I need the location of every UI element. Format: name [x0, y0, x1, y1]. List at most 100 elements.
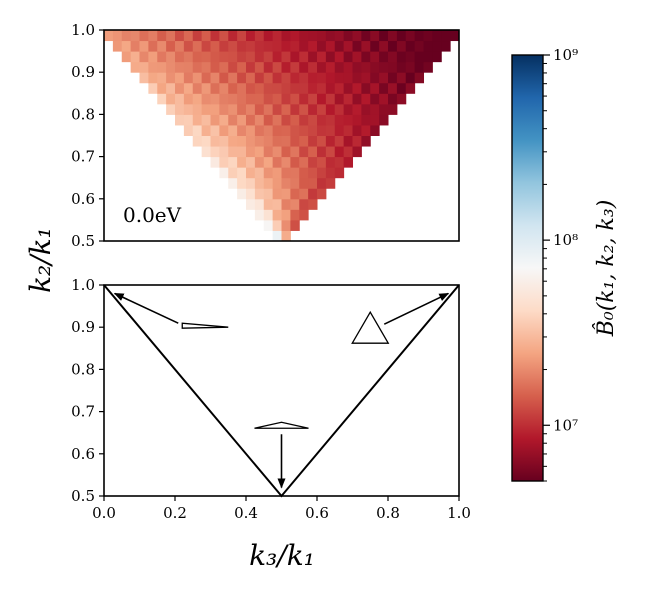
heatmap-cell: [219, 61, 229, 73]
heatmap-cell: [139, 51, 149, 63]
y-tick-label: 0.5: [71, 232, 95, 250]
heatmap-cell: [237, 103, 247, 115]
heatmap-cell: [352, 146, 362, 158]
heatmap-cell: [254, 61, 265, 73]
heatmap-cell: [290, 103, 300, 115]
heatmap-cell: [246, 30, 256, 42]
heatmap-cell: [219, 93, 229, 105]
heatmap-cell: [263, 61, 274, 73]
heatmap-cell: [414, 30, 425, 42]
heatmap-cell: [352, 61, 362, 73]
heatmap-cell: [388, 30, 398, 42]
heatmap-cell: [334, 124, 345, 136]
heatmap-cell: [210, 72, 220, 84]
heatmap-cell: [210, 156, 220, 168]
energy-annotation: 0.0eV: [123, 203, 182, 227]
heatmap-cell: [139, 40, 149, 52]
heatmap-cell: [379, 82, 389, 94]
colorbar: 10⁷ 10⁸ 10⁹ B̂₀(k₁, k₂, k₃): [511, 46, 619, 482]
heatmap-cell: [334, 167, 345, 179]
heatmap-cell: [379, 114, 389, 126]
heatmap-cell: [210, 93, 220, 105]
heatmap-cell: [201, 61, 212, 73]
heatmap-cell: [192, 72, 203, 84]
y-tick-label: 1.0: [71, 21, 95, 39]
heatmap-cell: [228, 51, 238, 63]
heatmap-cell: [334, 135, 345, 147]
heatmap-cell: [343, 135, 354, 147]
heatmap-cell: [325, 167, 336, 179]
heatmap-cell: [308, 30, 318, 42]
heatmap-cell: [166, 30, 176, 42]
heatmap-cell: [237, 61, 247, 73]
heatmap-cell: [246, 114, 256, 126]
heatmap-cell: [396, 93, 407, 105]
heatmap-cell: [361, 61, 371, 73]
y-tick-label: 1.0: [71, 276, 95, 294]
heatmap-cell: [396, 61, 407, 73]
heatmap-cell: [281, 124, 291, 136]
heatmap-cell: [388, 40, 398, 52]
heatmap-cell: [219, 124, 229, 136]
heatmap-cell: [281, 156, 291, 168]
heatmap-cell: [290, 124, 300, 136]
heatmap-cell: [308, 146, 318, 158]
heatmap-cell: [308, 114, 318, 126]
heatmap-cell: [192, 103, 203, 115]
colorbar-label: B̂₀(k₁, k₂, k₃): [593, 200, 619, 338]
squeezed-arrow: [113, 292, 179, 324]
heatmap-cell: [299, 72, 309, 84]
x-tick-label: 0.4: [234, 504, 258, 522]
heatmap-cell: [317, 61, 327, 73]
heatmap-cell: [352, 135, 362, 147]
heatmap-cell: [343, 51, 354, 63]
heatmap-cell: [414, 40, 425, 52]
heatmap-cell: [299, 167, 309, 179]
heatmap-cell: [175, 114, 185, 126]
heatmap-cell: [405, 51, 416, 63]
heatmap-cell: [192, 51, 203, 63]
heatmap-cell: [405, 82, 416, 94]
heatmap-cell: [237, 177, 247, 189]
heatmap-cell: [219, 72, 229, 84]
heatmap-cell: [157, 72, 167, 84]
heatmap-cell: [192, 30, 203, 42]
heatmap-cell: [272, 198, 283, 210]
colorbar-frame: [511, 54, 544, 482]
heatmap-cell: [290, 219, 300, 231]
heatmap-cell: [166, 61, 176, 73]
heatmap-cell: [175, 93, 185, 105]
heatmap-cell: [157, 61, 167, 73]
heatmap-cell: [237, 114, 247, 126]
heatmap-cell: [281, 61, 291, 73]
heatmap-cell: [228, 146, 238, 158]
heatmap-cell: [183, 103, 194, 115]
heatmap-cell: [272, 156, 283, 168]
heatmap-cell: [246, 177, 256, 189]
heatmap-cell: [166, 51, 176, 63]
heatmap-cell: [343, 103, 354, 115]
heatmap-cell: [272, 103, 283, 115]
heatmap-cell: [317, 146, 327, 158]
heatmap-cell: [219, 82, 229, 94]
heatmap-cell: [272, 209, 283, 221]
heatmap-cell: [290, 146, 300, 158]
heatmap-cell: [148, 82, 158, 94]
heatmap-cell: [308, 51, 318, 63]
heatmap-cell: [219, 146, 229, 158]
heatmap-cell: [263, 188, 274, 200]
heatmap-cell: [237, 72, 247, 84]
heatmap-cell: [423, 51, 433, 63]
heatmap-cell: [317, 30, 327, 42]
heatmap-cell: [272, 230, 283, 241]
heatmap-cell: [272, 40, 283, 52]
heatmap-cell: [183, 51, 194, 63]
heatmap-cell: [308, 177, 318, 189]
heatmap-cell: [343, 30, 354, 42]
heatmap-cell: [281, 51, 291, 63]
heatmap-cell: [246, 72, 256, 84]
x-tick-label: 0.2: [163, 504, 187, 522]
heatmap-cell: [237, 82, 247, 94]
heatmap-cell: [308, 40, 318, 52]
heatmap-cell: [352, 124, 362, 136]
